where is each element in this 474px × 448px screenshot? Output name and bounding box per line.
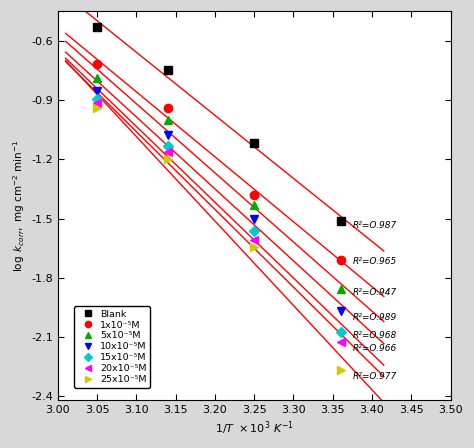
- Y-axis label: $\log\ k_{corr},\ \mathrm{mg\ cm^{-2}\ min^{-1}}$: $\log\ k_{corr},\ \mathrm{mg\ cm^{-2}\ m…: [11, 139, 27, 272]
- Legend: Blank, 1x10⁻⁵M, 5x10⁻⁵M, 10x10⁻⁵M, 15x10⁻⁵M, 20x10⁻⁵M, 25x10⁻⁵M: Blank, 1x10⁻⁵M, 5x10⁻⁵M, 10x10⁻⁵M, 15x10…: [74, 306, 150, 388]
- Text: R²=O.977: R²=O.977: [352, 372, 397, 381]
- Text: R²=O.968: R²=O.968: [352, 331, 397, 340]
- X-axis label: $1/T\ \times 10^3\ K^{-1}$: $1/T\ \times 10^3\ K^{-1}$: [215, 419, 293, 437]
- Text: R²=O.989: R²=O.989: [352, 313, 397, 322]
- Text: R²=O.987: R²=O.987: [352, 221, 397, 230]
- Text: R²=O.965: R²=O.965: [352, 258, 397, 267]
- Text: R²=O.947: R²=O.947: [352, 288, 397, 297]
- Text: R²=O.966: R²=O.966: [352, 345, 397, 353]
